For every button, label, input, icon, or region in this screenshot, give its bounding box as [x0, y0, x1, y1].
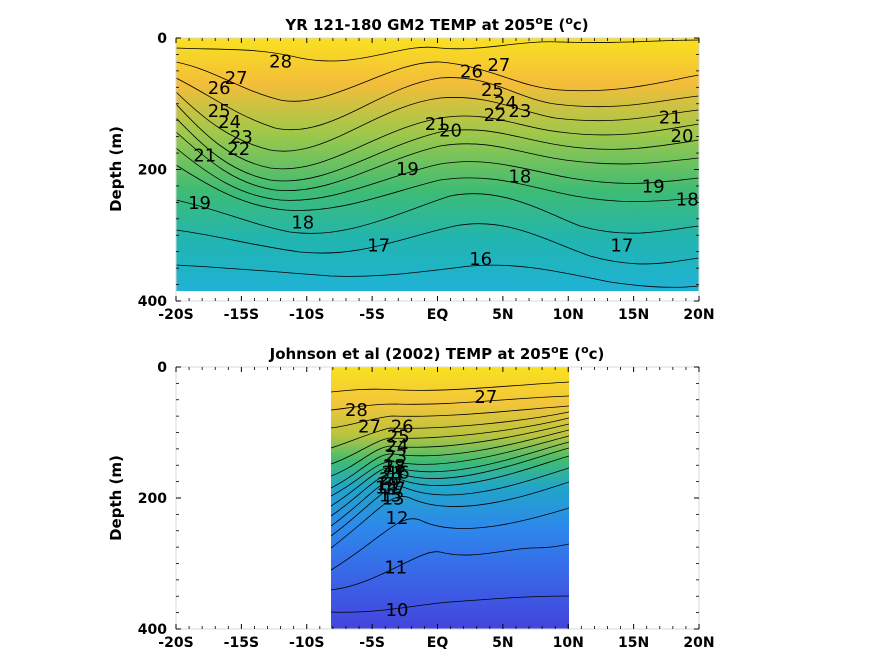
contour-label: 20 — [439, 121, 462, 142]
contour-label: 24 — [386, 436, 409, 457]
contour-label: 10 — [386, 600, 409, 621]
contour-label: 22 — [484, 105, 507, 126]
contour-label: 12 — [386, 508, 409, 529]
contour-label: 23 — [508, 101, 531, 122]
y-tick-label: 200 — [138, 491, 167, 507]
contour-label: 18 — [676, 190, 699, 211]
x-axis: -20S -15S -10S -5S EQ 5N 10N 15N 20N — [158, 367, 715, 651]
contour-label: 24 — [218, 112, 241, 133]
contour-label: 28 — [269, 52, 292, 73]
contour-label: 26 — [460, 61, 483, 82]
contour-label: 22 — [383, 456, 406, 477]
contour-label: 22 — [227, 139, 250, 160]
contour-label: 25 — [481, 80, 504, 101]
contour-label: 25 — [387, 426, 410, 447]
contour-label: 19 — [396, 159, 419, 180]
chart-title: YR 121-180 GM2 TEMP at 205oE (oc) — [284, 14, 588, 34]
contour-label: 19 — [188, 193, 211, 214]
x-tick-label: 5N — [492, 635, 513, 651]
contour-label: 23 — [384, 446, 407, 467]
x-tick-label: -20S — [158, 307, 193, 323]
x-tick-label: -15S — [224, 307, 259, 323]
contour-label: 20 — [671, 126, 694, 147]
x-axis: -20S -15S -10S -5S EQ 5N 10N 15N 20N — [158, 38, 715, 323]
contour-lines — [176, 39, 699, 288]
contour-label: 20 — [379, 469, 402, 490]
contour-label: 19 — [376, 474, 399, 495]
x-tick-label: 20N — [683, 307, 714, 323]
y-tick-label: 400 — [138, 622, 167, 638]
contour-label: 28 — [345, 400, 368, 421]
contour-label: 23 — [230, 127, 253, 148]
x-tick-label: EQ — [427, 635, 449, 651]
temperature-field — [331, 367, 569, 629]
contour-label: 15 — [379, 485, 402, 506]
y-axis-label: Depth (m) — [107, 126, 125, 212]
y-axis-label: Depth (m) — [107, 455, 125, 541]
x-tick-label: 10N — [553, 635, 584, 651]
y-tick-label: 200 — [138, 163, 167, 179]
contour-label: 14 — [375, 477, 398, 498]
contour-label: 21 — [382, 462, 405, 483]
contour-label: 27 — [225, 68, 248, 89]
x-tick-label: -10S — [289, 307, 324, 323]
contour-label: 21 — [193, 146, 216, 167]
contour-label: 16 — [387, 462, 410, 483]
contour-label: 16 — [469, 249, 492, 270]
contour-label: 18 — [291, 213, 314, 234]
x-tick-label: 15N — [618, 635, 649, 651]
contour-label: 21 — [659, 107, 682, 128]
contour-label: 11 — [384, 557, 407, 578]
contour-label: 17 — [367, 236, 390, 257]
x-tick-label: -20S — [158, 635, 193, 651]
x-tick-label: 10N — [553, 307, 584, 323]
y-tick-label: 0 — [157, 31, 167, 47]
x-tick-label: 15N — [618, 307, 649, 323]
contour-label: 18 — [383, 456, 406, 477]
contour-label: 21 — [425, 114, 448, 135]
contour-label: 27 — [474, 387, 497, 408]
contour-label: 17 — [383, 479, 406, 500]
contour-label: 25 — [208, 101, 231, 122]
contour-label: 27 — [487, 55, 510, 76]
contour-label: 26 — [208, 78, 231, 99]
contour-label: 18 — [508, 167, 531, 188]
contour-label: 26 — [391, 417, 414, 438]
x-tick-label: -15S — [224, 635, 259, 651]
x-tick-label: EQ — [427, 307, 449, 323]
x-tick-label: -5S — [359, 635, 385, 651]
y-tick-label: 0 — [157, 360, 167, 376]
contour-label: 24 — [494, 93, 517, 114]
contour-label: 17 — [610, 236, 633, 257]
contour-label: 19 — [642, 177, 665, 198]
contour-lines — [331, 381, 569, 613]
y-axis: 0 200 400 — [138, 360, 699, 638]
x-tick-label: 20N — [683, 635, 714, 651]
chart-title: Johnson et al (2002) TEMP at 205oE (oc) — [269, 343, 605, 363]
contour-label: 13 — [382, 489, 405, 510]
x-tick-label: -5S — [359, 307, 385, 323]
x-tick-label: -10S — [289, 635, 324, 651]
y-tick-label: 400 — [138, 294, 167, 310]
y-axis: 0 200 400 — [138, 31, 699, 310]
contour-label: 27 — [358, 417, 381, 438]
x-tick-label: 5N — [492, 307, 513, 323]
